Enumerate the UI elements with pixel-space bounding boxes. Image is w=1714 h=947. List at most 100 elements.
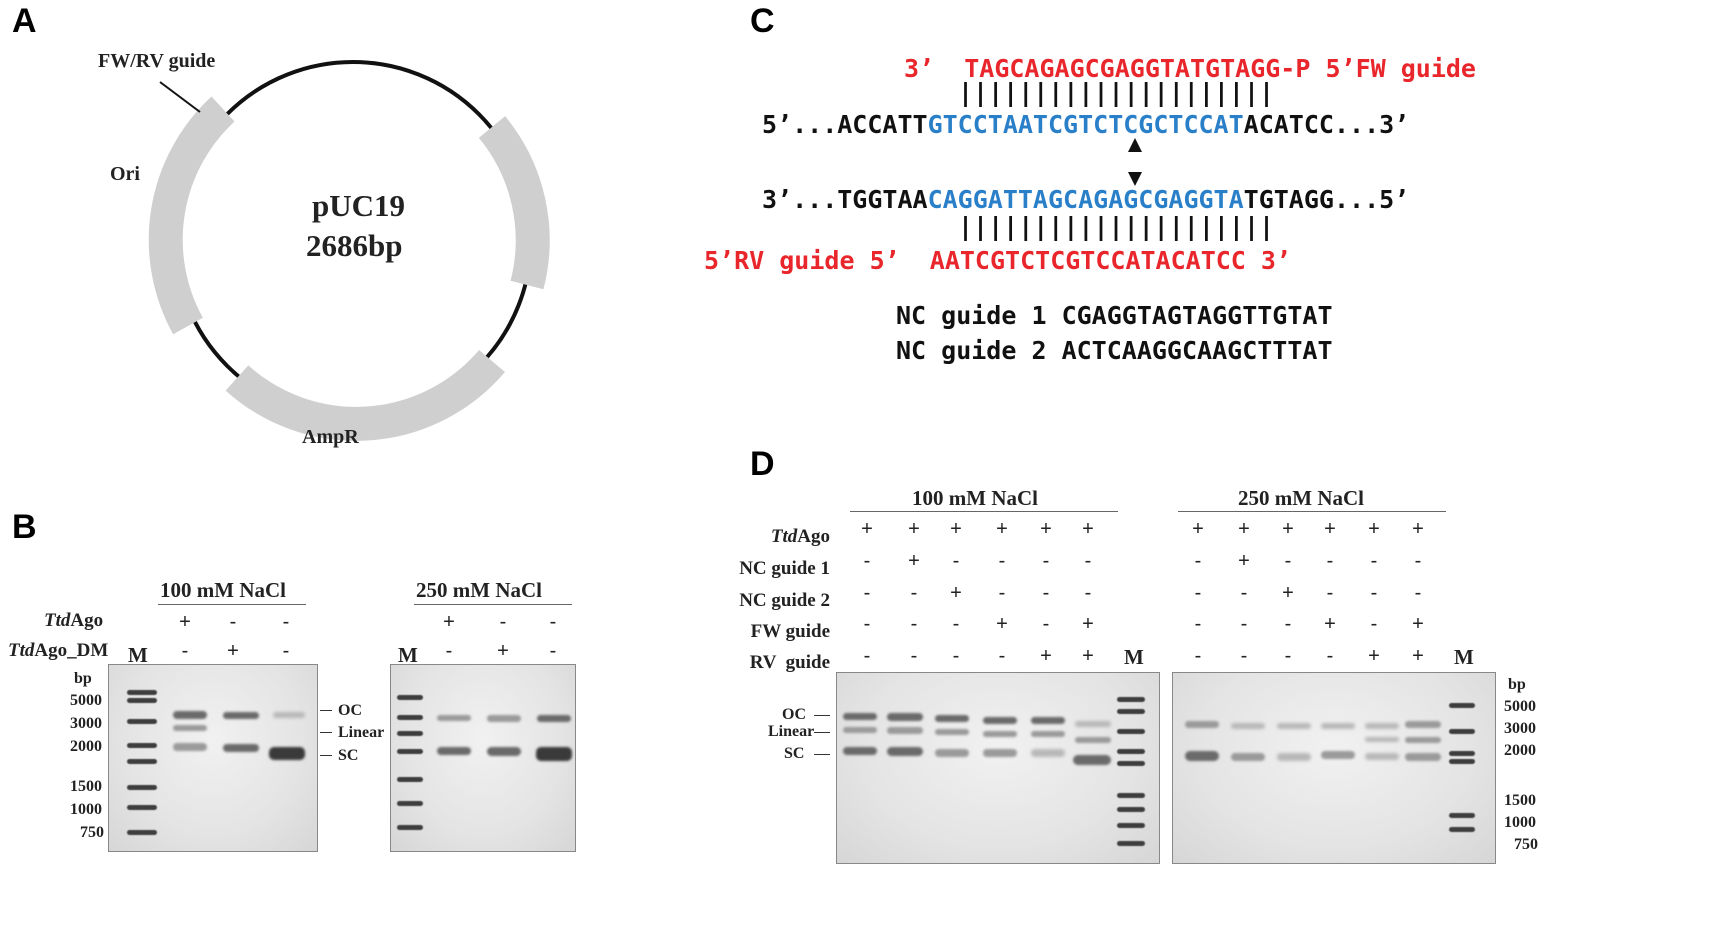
d-cond2-underline xyxy=(1178,511,1446,512)
d-sym: + xyxy=(1412,518,1424,540)
b-sym: - xyxy=(282,611,290,633)
d-sym: - xyxy=(1370,582,1378,604)
d-sym: - xyxy=(1240,645,1248,667)
guide-pointer-line xyxy=(159,81,201,113)
d-sym: - xyxy=(863,645,871,667)
d-sym: + xyxy=(1238,518,1250,540)
d-sym: - xyxy=(1042,582,1050,604)
d-cond1-header: 100 mM NaCl xyxy=(912,486,1038,510)
d-linear-label: Linear xyxy=(768,723,815,740)
d-sym: - xyxy=(1194,645,1202,667)
d-oc-label: OC xyxy=(782,706,806,723)
d-ladder-label: 3000 xyxy=(1504,720,1536,737)
d-cond1-underline xyxy=(850,511,1118,512)
d-ladder-label: 1000 xyxy=(1504,814,1536,831)
d-sym: - xyxy=(1414,550,1422,572)
b-linear-label: Linear xyxy=(338,724,385,741)
d-row-label-ttdago: TtdAgo xyxy=(770,526,830,547)
d-sym: - xyxy=(910,645,918,667)
panel-letter-b: B xyxy=(12,508,37,546)
plasmid-size: 2686bp xyxy=(306,228,403,263)
d-sym: + xyxy=(861,518,873,540)
panel-letter-d: D xyxy=(750,445,775,483)
d-sc-tick xyxy=(814,754,830,755)
d-sym: - xyxy=(1414,582,1422,604)
d-sym: - xyxy=(1084,582,1092,604)
d-sym: - xyxy=(910,613,918,635)
b-sym: - xyxy=(229,611,237,633)
d-marker-left: M xyxy=(1124,645,1144,669)
b-ladder-label: 1000 xyxy=(70,801,102,818)
ampr-arc xyxy=(225,349,505,441)
d-sym: + xyxy=(1412,613,1424,635)
cleavage-arrows xyxy=(1128,138,1142,186)
d-sym: - xyxy=(1194,613,1202,635)
nc-guide-2: NC guide 2 ACTCAAGGCAAGCTTTAT xyxy=(896,336,1333,365)
d-sym: + xyxy=(1368,518,1380,540)
d-sym: - xyxy=(1042,550,1050,572)
b-marker-right: M xyxy=(398,643,418,667)
b-sym: - xyxy=(282,640,290,662)
d-sym: + xyxy=(996,518,1008,540)
d-sym: + xyxy=(950,518,962,540)
ori-arc xyxy=(148,96,235,335)
b-sym: + xyxy=(443,611,455,633)
fw-pairing-bars: ||||||||||||||||||||| xyxy=(958,78,1275,107)
b-row2-label: TtdAgo_DM xyxy=(8,640,109,661)
b-bp-unit: bp xyxy=(74,670,92,687)
top-strand: 5’...ACCATTGTCCTAATCGTCTCGCTCCATACATCC..… xyxy=(762,110,1410,139)
d-sym: - xyxy=(1326,645,1334,667)
b-marker-left: M xyxy=(128,643,148,667)
b-ladder-label: 1500 xyxy=(70,778,102,795)
b-sym: + xyxy=(179,611,191,633)
d-sym: + xyxy=(1082,645,1094,667)
d-sym: + xyxy=(1238,550,1250,572)
d-ladder-label: 750 xyxy=(1514,836,1538,853)
d-sym: - xyxy=(863,613,871,635)
d-sym: - xyxy=(1326,550,1334,572)
d-sym: + xyxy=(1082,518,1094,540)
b-sym: + xyxy=(497,640,509,662)
b-cond1-header: 100 mM NaCl xyxy=(160,578,286,602)
b-ladder-label: 2000 xyxy=(70,738,102,755)
d-sym: - xyxy=(1370,550,1378,572)
d-sym: - xyxy=(863,550,871,572)
right-upper-arc xyxy=(478,116,550,290)
b-ladder-label: 750 xyxy=(80,824,104,841)
d-sym: - xyxy=(1284,550,1292,572)
panel-letter-a: A xyxy=(12,2,37,40)
d-sym: - xyxy=(1370,613,1378,635)
bottom-strand: 3’...TGGTAACAGGATTAGCAGAGCGAGGTATGTAGG..… xyxy=(762,185,1410,214)
guide-label: FW/RV guide xyxy=(98,50,216,72)
b-cond2-header: 250 mM NaCl xyxy=(416,578,542,602)
b-sym: - xyxy=(181,640,189,662)
d-ladder-label: 2000 xyxy=(1504,742,1536,759)
d-sym: + xyxy=(1192,518,1204,540)
d-gel-250mm xyxy=(1172,672,1496,864)
d-sym: + xyxy=(950,582,962,604)
d-sym: - xyxy=(952,613,960,635)
d-sym: + xyxy=(1040,645,1052,667)
b-oc-label: OC xyxy=(338,702,362,719)
d-sym: + xyxy=(996,613,1008,635)
b-cond2-underline xyxy=(414,604,572,605)
d-sym: + xyxy=(1324,518,1336,540)
b-gel-100mm xyxy=(108,664,318,852)
d-sym: - xyxy=(1240,582,1248,604)
d-bp-unit: bp xyxy=(1508,676,1526,693)
b-gel-250mm xyxy=(390,664,576,852)
plasmid-name: pUC19 xyxy=(312,188,406,223)
d-sym: + xyxy=(908,518,920,540)
d-sym: - xyxy=(1240,613,1248,635)
d-sym: + xyxy=(1412,645,1424,667)
d-gel-100mm xyxy=(836,672,1160,864)
d-sym: - xyxy=(1084,550,1092,572)
d-sym: - xyxy=(952,645,960,667)
d-sym: - xyxy=(910,582,918,604)
b-sc-tick xyxy=(320,755,332,756)
d-sc-label: SC xyxy=(784,745,805,762)
b-sym: - xyxy=(499,611,507,633)
panel-letter-c: C xyxy=(750,2,775,40)
d-marker-right: M xyxy=(1454,645,1474,669)
d-sym: - xyxy=(863,582,871,604)
